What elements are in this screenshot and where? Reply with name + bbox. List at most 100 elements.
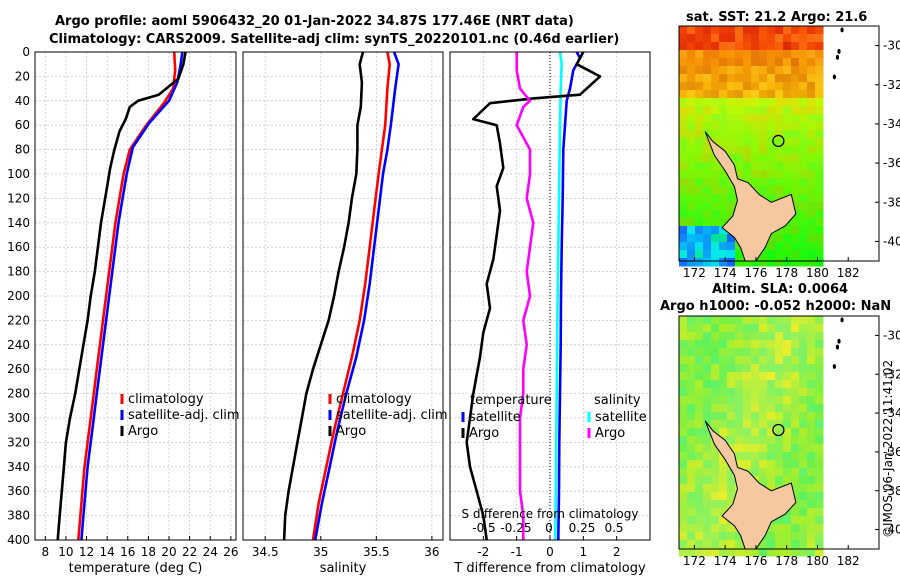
- map-cell: [727, 58, 736, 67]
- map-cell: [815, 42, 824, 51]
- secondary-tick-label: 0.5: [604, 521, 623, 535]
- map-cell: [687, 364, 696, 373]
- map-cell: [767, 364, 776, 373]
- map-cell: [719, 50, 728, 59]
- map-cell: [775, 186, 784, 195]
- map-cell: [815, 122, 824, 131]
- map-cell: [791, 356, 800, 365]
- map-cell: [775, 234, 784, 243]
- map-cell: [791, 258, 800, 267]
- map-cell: [807, 524, 816, 533]
- map-cell: [775, 404, 784, 413]
- map-cell: [735, 82, 744, 91]
- map-cell: [679, 218, 688, 227]
- map-cell: [759, 436, 768, 445]
- map-cell: [783, 524, 792, 533]
- map-cell: [679, 82, 688, 91]
- map-cell: [711, 258, 720, 267]
- map-cell: [695, 340, 704, 349]
- map-cell: [815, 524, 824, 533]
- island: [835, 54, 840, 60]
- map-cell: [679, 516, 688, 525]
- map-cell: [679, 74, 688, 83]
- x-tick-label: 178: [775, 266, 798, 280]
- map-cell: [687, 218, 696, 227]
- map-cell: [791, 444, 800, 453]
- map-cell: [759, 476, 768, 485]
- map-cell: [751, 452, 760, 461]
- map-cell: [679, 170, 688, 179]
- map-cell: [727, 202, 736, 211]
- map-cell: [815, 316, 824, 325]
- map-cell: [775, 372, 784, 381]
- map-cell: [815, 186, 824, 195]
- map-cell: [727, 372, 736, 381]
- map-cell: [783, 396, 792, 405]
- map-cell: [711, 444, 720, 453]
- map-cell: [783, 170, 792, 179]
- map-cell: [799, 540, 808, 549]
- x-tick-label: 12: [79, 545, 94, 559]
- map-cell: [807, 428, 816, 437]
- map-cell: [799, 122, 808, 131]
- x-tick-label: 176: [744, 554, 767, 568]
- map-cell: [775, 170, 784, 179]
- map-cell: [687, 178, 696, 187]
- secondary-tick-label: -0.25: [500, 521, 531, 535]
- map-cell: [791, 242, 800, 251]
- map-cell: [799, 444, 808, 453]
- map-cell: [679, 138, 688, 147]
- map-cell: [807, 404, 816, 413]
- map-cell: [711, 348, 720, 357]
- map-cell: [727, 210, 736, 219]
- map-cell: [791, 66, 800, 75]
- map-cell: [727, 50, 736, 59]
- map-cell: [783, 452, 792, 461]
- map-cell: [807, 492, 816, 501]
- map-cell: [727, 186, 736, 195]
- map-cell: [775, 194, 784, 203]
- map-cell: [783, 532, 792, 541]
- map-cell: [719, 476, 728, 485]
- map-cell: [791, 468, 800, 477]
- map-cell: [807, 452, 816, 461]
- y-tick-label: 400: [7, 533, 30, 547]
- map-cell: [807, 170, 816, 179]
- map-cell: [775, 42, 784, 51]
- map-cell: [695, 380, 704, 389]
- map-cell: [759, 90, 768, 99]
- map-cell: [775, 532, 784, 541]
- map-cell: [791, 436, 800, 445]
- map-cell: [711, 202, 720, 211]
- map-cell: [703, 372, 712, 381]
- map-cell: [799, 162, 808, 171]
- map-cell: [679, 210, 688, 219]
- map-cell: [711, 548, 720, 557]
- map-cell: [807, 468, 816, 477]
- map-cell: [759, 412, 768, 421]
- map-cell: [799, 58, 808, 67]
- map-cell: [711, 484, 720, 493]
- x-tick-label: 182: [837, 266, 860, 280]
- map-cell: [775, 444, 784, 453]
- argo-location-marker: [772, 423, 785, 437]
- map-cell: [703, 356, 712, 365]
- map-cell: [767, 396, 776, 405]
- map-cell: [703, 186, 712, 195]
- map-cell: [735, 348, 744, 357]
- map-cell: [799, 242, 808, 251]
- map-cell: [735, 372, 744, 381]
- map-cell: [783, 98, 792, 107]
- map-cell: [727, 340, 736, 349]
- map-cell: [743, 548, 752, 557]
- map-cell: [815, 178, 824, 187]
- map-cell: [751, 58, 760, 67]
- map-cell: [679, 380, 688, 389]
- map-cell: [687, 436, 696, 445]
- map-cell: [679, 396, 688, 405]
- y-tick-label: 100: [7, 167, 30, 181]
- x-tick-label: 180: [806, 554, 829, 568]
- map-cell: [767, 74, 776, 83]
- map-cell: [679, 388, 688, 397]
- map-cell: [703, 146, 712, 155]
